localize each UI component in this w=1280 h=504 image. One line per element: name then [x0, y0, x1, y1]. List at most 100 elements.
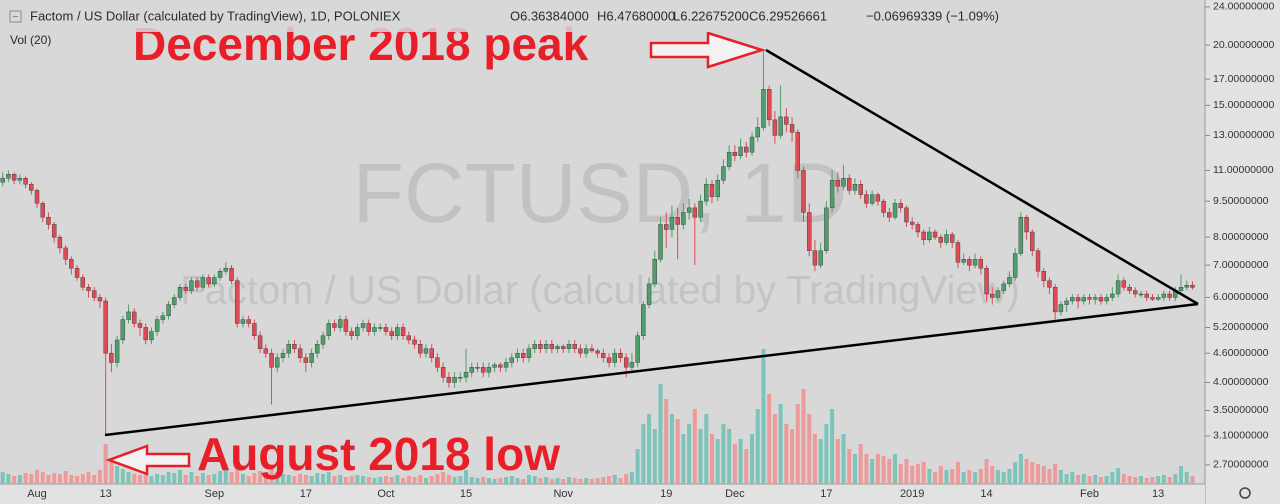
- volume-bar: [195, 476, 200, 484]
- candle-body: [761, 89, 766, 128]
- volume-bar: [469, 477, 474, 484]
- candle-body: [366, 323, 371, 332]
- high-label: H6.47680000: [597, 8, 675, 23]
- volume-bar: [984, 459, 989, 484]
- volume-bar: [1156, 476, 1161, 484]
- candle-body: [126, 311, 131, 320]
- candle-body: [86, 287, 91, 291]
- candle-body: [309, 352, 314, 363]
- volume-bar: [1018, 454, 1023, 484]
- volume-indicator-label[interactable]: Vol (20): [10, 33, 51, 47]
- candle-body: [166, 304, 171, 316]
- volume-bar: [778, 404, 783, 484]
- candle-body: [629, 362, 635, 368]
- candle-body: [223, 267, 228, 272]
- volume-bar: [544, 477, 549, 484]
- candle-body: [538, 344, 543, 349]
- header-background: [0, 4, 1040, 32]
- volume-bar: [441, 472, 446, 484]
- candle-body: [915, 224, 921, 233]
- collapse-button[interactable]: [9, 10, 22, 23]
- candle-body: [841, 177, 846, 187]
- candle-body: [864, 194, 869, 204]
- volume-bar: [973, 472, 978, 484]
- candle-body: [887, 212, 892, 218]
- volume-bar: [0, 472, 5, 484]
- volume-bar: [29, 474, 34, 484]
- volume-bar: [92, 475, 97, 484]
- candle-body: [561, 346, 566, 349]
- candle-body: [681, 212, 686, 225]
- candle-body: [669, 216, 675, 230]
- low-arrow: [105, 444, 191, 476]
- volume-bar: [938, 466, 943, 484]
- volume-bar: [1087, 476, 1092, 484]
- volume-bar: [864, 454, 869, 484]
- volume-bar: [1058, 470, 1063, 484]
- volume-bar: [652, 429, 657, 484]
- x-tick-label: 15: [460, 488, 472, 500]
- volume-bar: [664, 399, 669, 484]
- candle-body: [503, 362, 509, 368]
- volume-bar: [881, 456, 886, 484]
- candle-body: [200, 277, 206, 288]
- x-tick-label: 2019: [900, 488, 924, 500]
- symbol-title[interactable]: Factom / US Dollar (calculated by Tradin…: [30, 8, 401, 23]
- candle-body: [337, 319, 343, 328]
- candle-body: [406, 335, 412, 341]
- volume-bar: [12, 476, 17, 484]
- volume-bar: [423, 478, 428, 484]
- candle-body: [612, 352, 617, 363]
- candle-body: [29, 183, 34, 191]
- x-tick-label: Feb: [1080, 488, 1099, 500]
- volume-bar: [990, 466, 995, 484]
- settings-icon[interactable]: [1239, 487, 1251, 499]
- volume-bar: [790, 429, 795, 484]
- candle-body: [40, 203, 45, 218]
- candle-body: [120, 319, 126, 341]
- y-tick-label: 4.60000000: [1213, 347, 1269, 359]
- candle-body: [492, 364, 497, 368]
- volume-bar: [292, 476, 297, 484]
- candle-body: [1001, 283, 1006, 291]
- candle-body: [1058, 304, 1064, 313]
- volume-bar: [515, 478, 520, 484]
- volume-bar: [1173, 474, 1178, 484]
- volume-bar: [812, 434, 817, 484]
- volume-bar: [1081, 474, 1086, 484]
- volume-bar: [1116, 468, 1121, 484]
- volume-bar: [57, 474, 62, 484]
- volume-bar: [269, 464, 274, 484]
- volume-bar: [561, 479, 566, 484]
- y-tick-label: 20.00000000: [1213, 39, 1274, 51]
- candle-body: [692, 207, 698, 218]
- candle-body: [1133, 290, 1138, 295]
- volume-bar: [1184, 472, 1189, 484]
- volume-bar: [1138, 476, 1143, 484]
- volume-bar: [401, 478, 406, 484]
- volume-bar: [355, 475, 360, 484]
- volume-bar: [532, 476, 537, 484]
- candle-body: [532, 344, 537, 349]
- candle-body: [646, 283, 652, 305]
- volume-bar: [189, 472, 194, 484]
- x-tick-label: 17: [820, 488, 832, 500]
- candle-body: [618, 352, 623, 358]
- volume-bar: [818, 439, 823, 484]
- y-tick-label: 4.00000000: [1213, 376, 1269, 388]
- volume-bar: [824, 424, 829, 484]
- volume-bar: [378, 477, 383, 484]
- volume-bar: [1076, 475, 1081, 484]
- volume-bar: [240, 474, 245, 484]
- volume-bar: [961, 472, 966, 484]
- candle-body: [458, 377, 463, 379]
- volume-bar: [326, 472, 331, 484]
- candle-body: [1121, 280, 1127, 288]
- volume-bar: [1098, 477, 1103, 484]
- volume-bar: [475, 478, 480, 484]
- candle-body: [726, 151, 732, 167]
- candle-body: [509, 357, 514, 363]
- candle-body: [675, 216, 680, 225]
- candle-body: [978, 259, 984, 269]
- candle-body: [1018, 216, 1024, 254]
